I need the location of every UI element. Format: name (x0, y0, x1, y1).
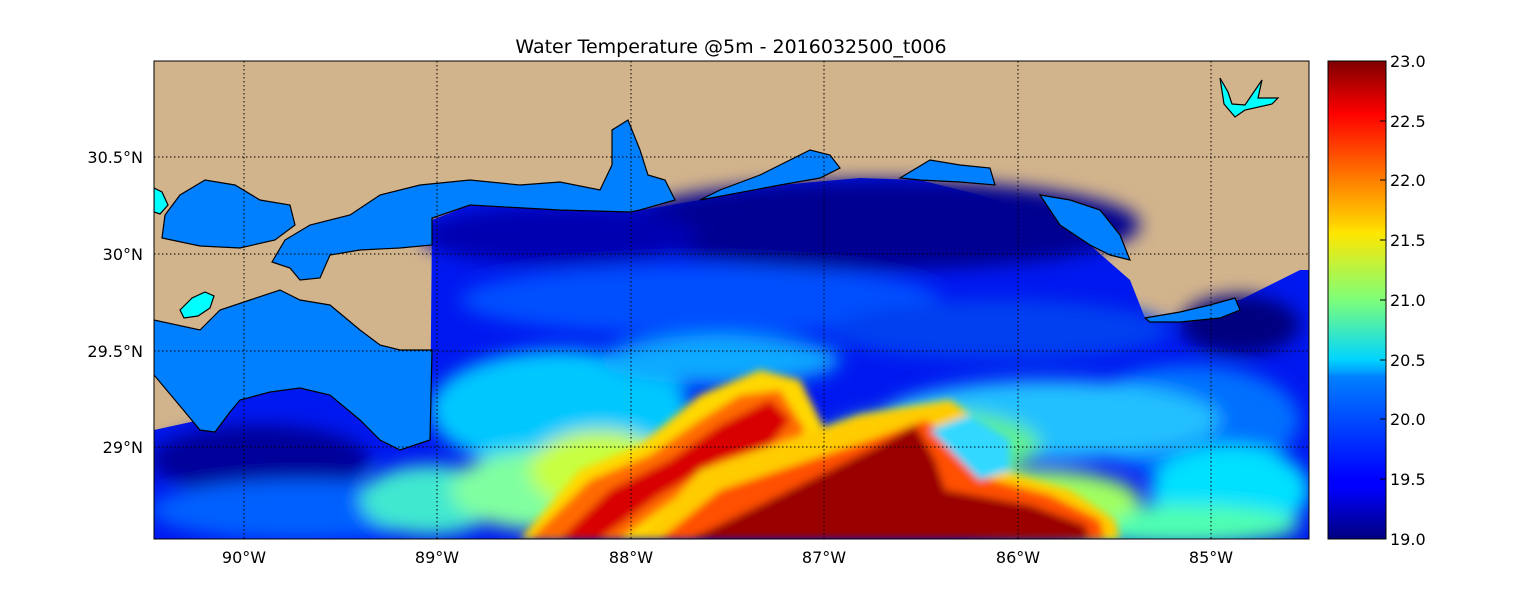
colorbar-labels: 23.0 22.5 22.0 21.5 21.0 20.5 20.0 19.5 … (1390, 52, 1426, 549)
colorbar-gradient (1327, 60, 1387, 540)
lon-tick-label: 90°W (222, 548, 266, 567)
lat-axis: 30.5°N 30°N 29.5°N 29°N (87, 148, 143, 457)
colorbar-tick-label: 22.0 (1390, 171, 1426, 190)
map-axes (154, 61, 1309, 539)
lakes (154, 77, 1280, 319)
colorbar-ticks (1380, 60, 1386, 540)
colorbar-tick-label: 19.5 (1390, 470, 1426, 489)
lat-tick-label: 30°N (103, 245, 143, 264)
colorbar-tick-label: 20.0 (1390, 410, 1426, 429)
temperature-field (154, 178, 1309, 539)
lon-tick-label: 85°W (1189, 548, 1233, 567)
lat-tick-label: 30.5°N (87, 148, 143, 167)
colorbar-tick-label: 21.0 (1390, 291, 1426, 310)
colorbar: 23.0 22.5 22.0 21.5 21.0 20.5 20.0 19.5 … (1327, 52, 1426, 549)
map-title: Water Temperature @5m - 2016032500_t006 (515, 36, 946, 58)
lon-axis: 90°W 89°W 88°W 87°W 86°W 85°W (222, 548, 1233, 567)
inland-water (154, 119, 1241, 451)
map-frame (153, 60, 1310, 540)
graticule (154, 61, 1309, 539)
colorbar-tick-label: 21.5 (1390, 231, 1426, 250)
lon-tick-label: 89°W (415, 548, 459, 567)
colorbar-tick-label: 19.0 (1390, 530, 1426, 549)
lat-tick-label: 29.5°N (87, 342, 143, 361)
colorbar-tick-label: 22.5 (1390, 112, 1426, 131)
lat-tick-label: 29°N (103, 438, 143, 457)
colorbar-tick-label: 20.5 (1390, 351, 1426, 370)
lon-tick-label: 86°W (996, 548, 1040, 567)
lon-tick-label: 87°W (802, 548, 846, 567)
colorbar-tick-label: 23.0 (1390, 52, 1426, 71)
lon-tick-label: 88°W (609, 548, 653, 567)
